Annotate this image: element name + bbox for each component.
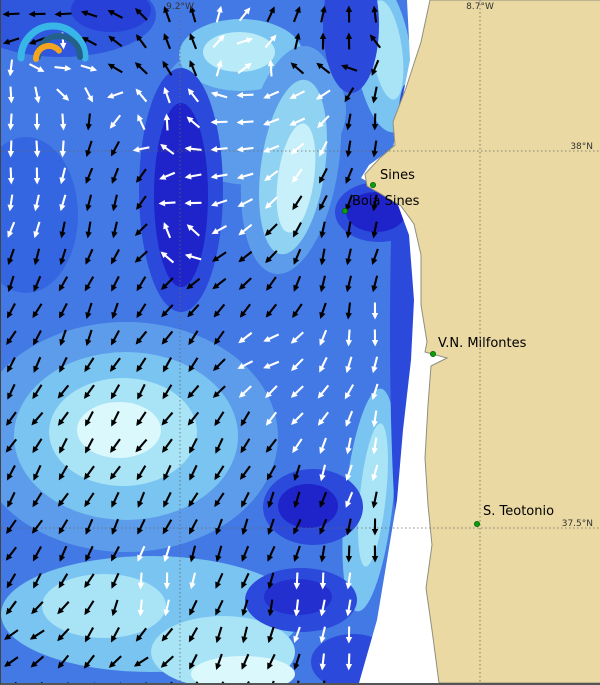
place-marker xyxy=(370,182,375,187)
grid-label-meridian-0: 9.2°W xyxy=(166,2,194,12)
place-label-s-teotonio: S. Teotonio xyxy=(483,505,554,519)
wave-field-blob xyxy=(278,484,338,528)
place-label-sines: Sines xyxy=(380,169,415,183)
wave-field-blob xyxy=(203,32,275,72)
place-label-boia-sines: Boia Sines xyxy=(352,195,419,209)
grid-label-meridian-1: 8.7°W xyxy=(466,2,494,12)
grid-label-parallel-0: 38°N xyxy=(570,142,593,152)
place-marker xyxy=(430,351,435,356)
place-marker xyxy=(474,521,479,526)
place-label-vn-milfontes: V.N. Milfontes xyxy=(438,337,526,351)
grid-label-parallel-1: 37.5°N xyxy=(562,519,593,529)
place-marker xyxy=(342,208,347,213)
